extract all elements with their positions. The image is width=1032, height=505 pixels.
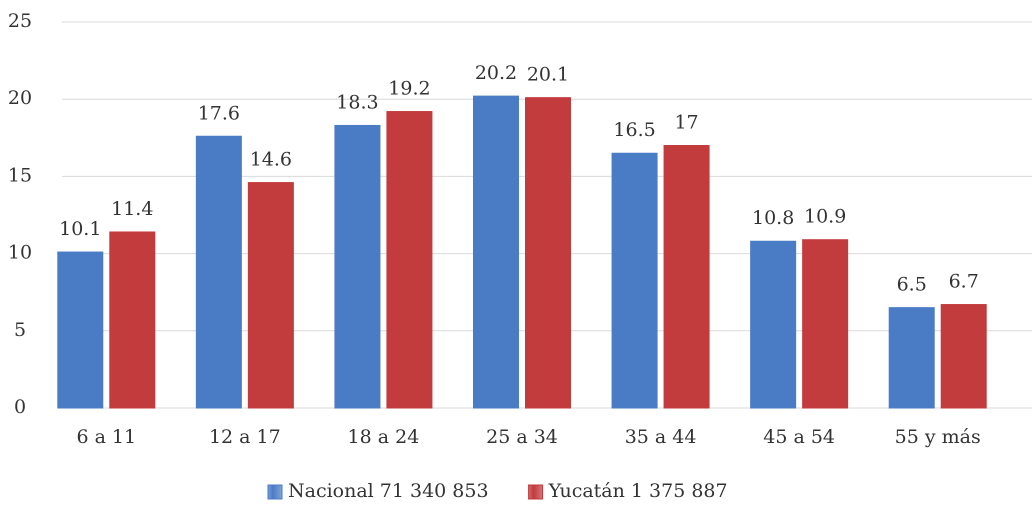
y-tick-label: 20 — [8, 87, 32, 109]
y-tick-label: 0 — [14, 396, 26, 418]
value-label: 14.6 — [250, 149, 292, 171]
value-label: 10.1 — [59, 218, 101, 240]
value-label: 10.9 — [804, 206, 846, 228]
x-tick-label: 55 y más — [895, 426, 981, 448]
bar — [940, 304, 987, 409]
bar — [386, 111, 433, 409]
bar — [195, 135, 242, 409]
legend-swatch — [267, 484, 283, 500]
value-label: 6.5 — [897, 274, 927, 296]
bar — [473, 95, 519, 409]
y-tick-label: 10 — [8, 242, 32, 264]
value-label: 20.1 — [527, 64, 569, 86]
value-label: 16.5 — [613, 119, 655, 141]
value-label: 6.7 — [949, 271, 979, 293]
x-tick-label: 35 a 44 — [625, 426, 697, 448]
bar — [525, 97, 571, 409]
x-tick-label: 12 a 17 — [209, 426, 281, 448]
bar — [750, 240, 797, 409]
bar — [611, 152, 658, 409]
y-tick-label: 25 — [8, 10, 32, 32]
bar — [802, 239, 849, 409]
value-label: 18.3 — [336, 91, 378, 113]
bar — [57, 251, 104, 409]
value-label: 20.2 — [475, 62, 517, 84]
value-label: 17 — [674, 112, 698, 134]
bar — [334, 124, 381, 409]
value-label: 19.2 — [388, 78, 430, 100]
bar — [888, 307, 935, 409]
legend-label: Yucatán 1 375 887 — [548, 480, 728, 502]
legend-swatch — [528, 484, 544, 500]
x-tick-label: 18 a 24 — [348, 426, 420, 448]
value-label: 11.4 — [111, 198, 153, 220]
y-tick-label: 5 — [14, 319, 26, 341]
bar — [663, 145, 710, 409]
y-tick-label: 15 — [8, 164, 32, 186]
bar — [247, 182, 294, 409]
value-label: 17.6 — [198, 102, 240, 124]
x-tick-label: 45 a 54 — [763, 426, 835, 448]
bar — [109, 231, 156, 409]
value-label: 10.8 — [752, 207, 794, 229]
x-tick-label: 25 a 34 — [486, 426, 558, 448]
x-tick-label: 6 a 11 — [76, 426, 136, 448]
legend-label: Nacional 71 340 853 — [288, 480, 489, 502]
